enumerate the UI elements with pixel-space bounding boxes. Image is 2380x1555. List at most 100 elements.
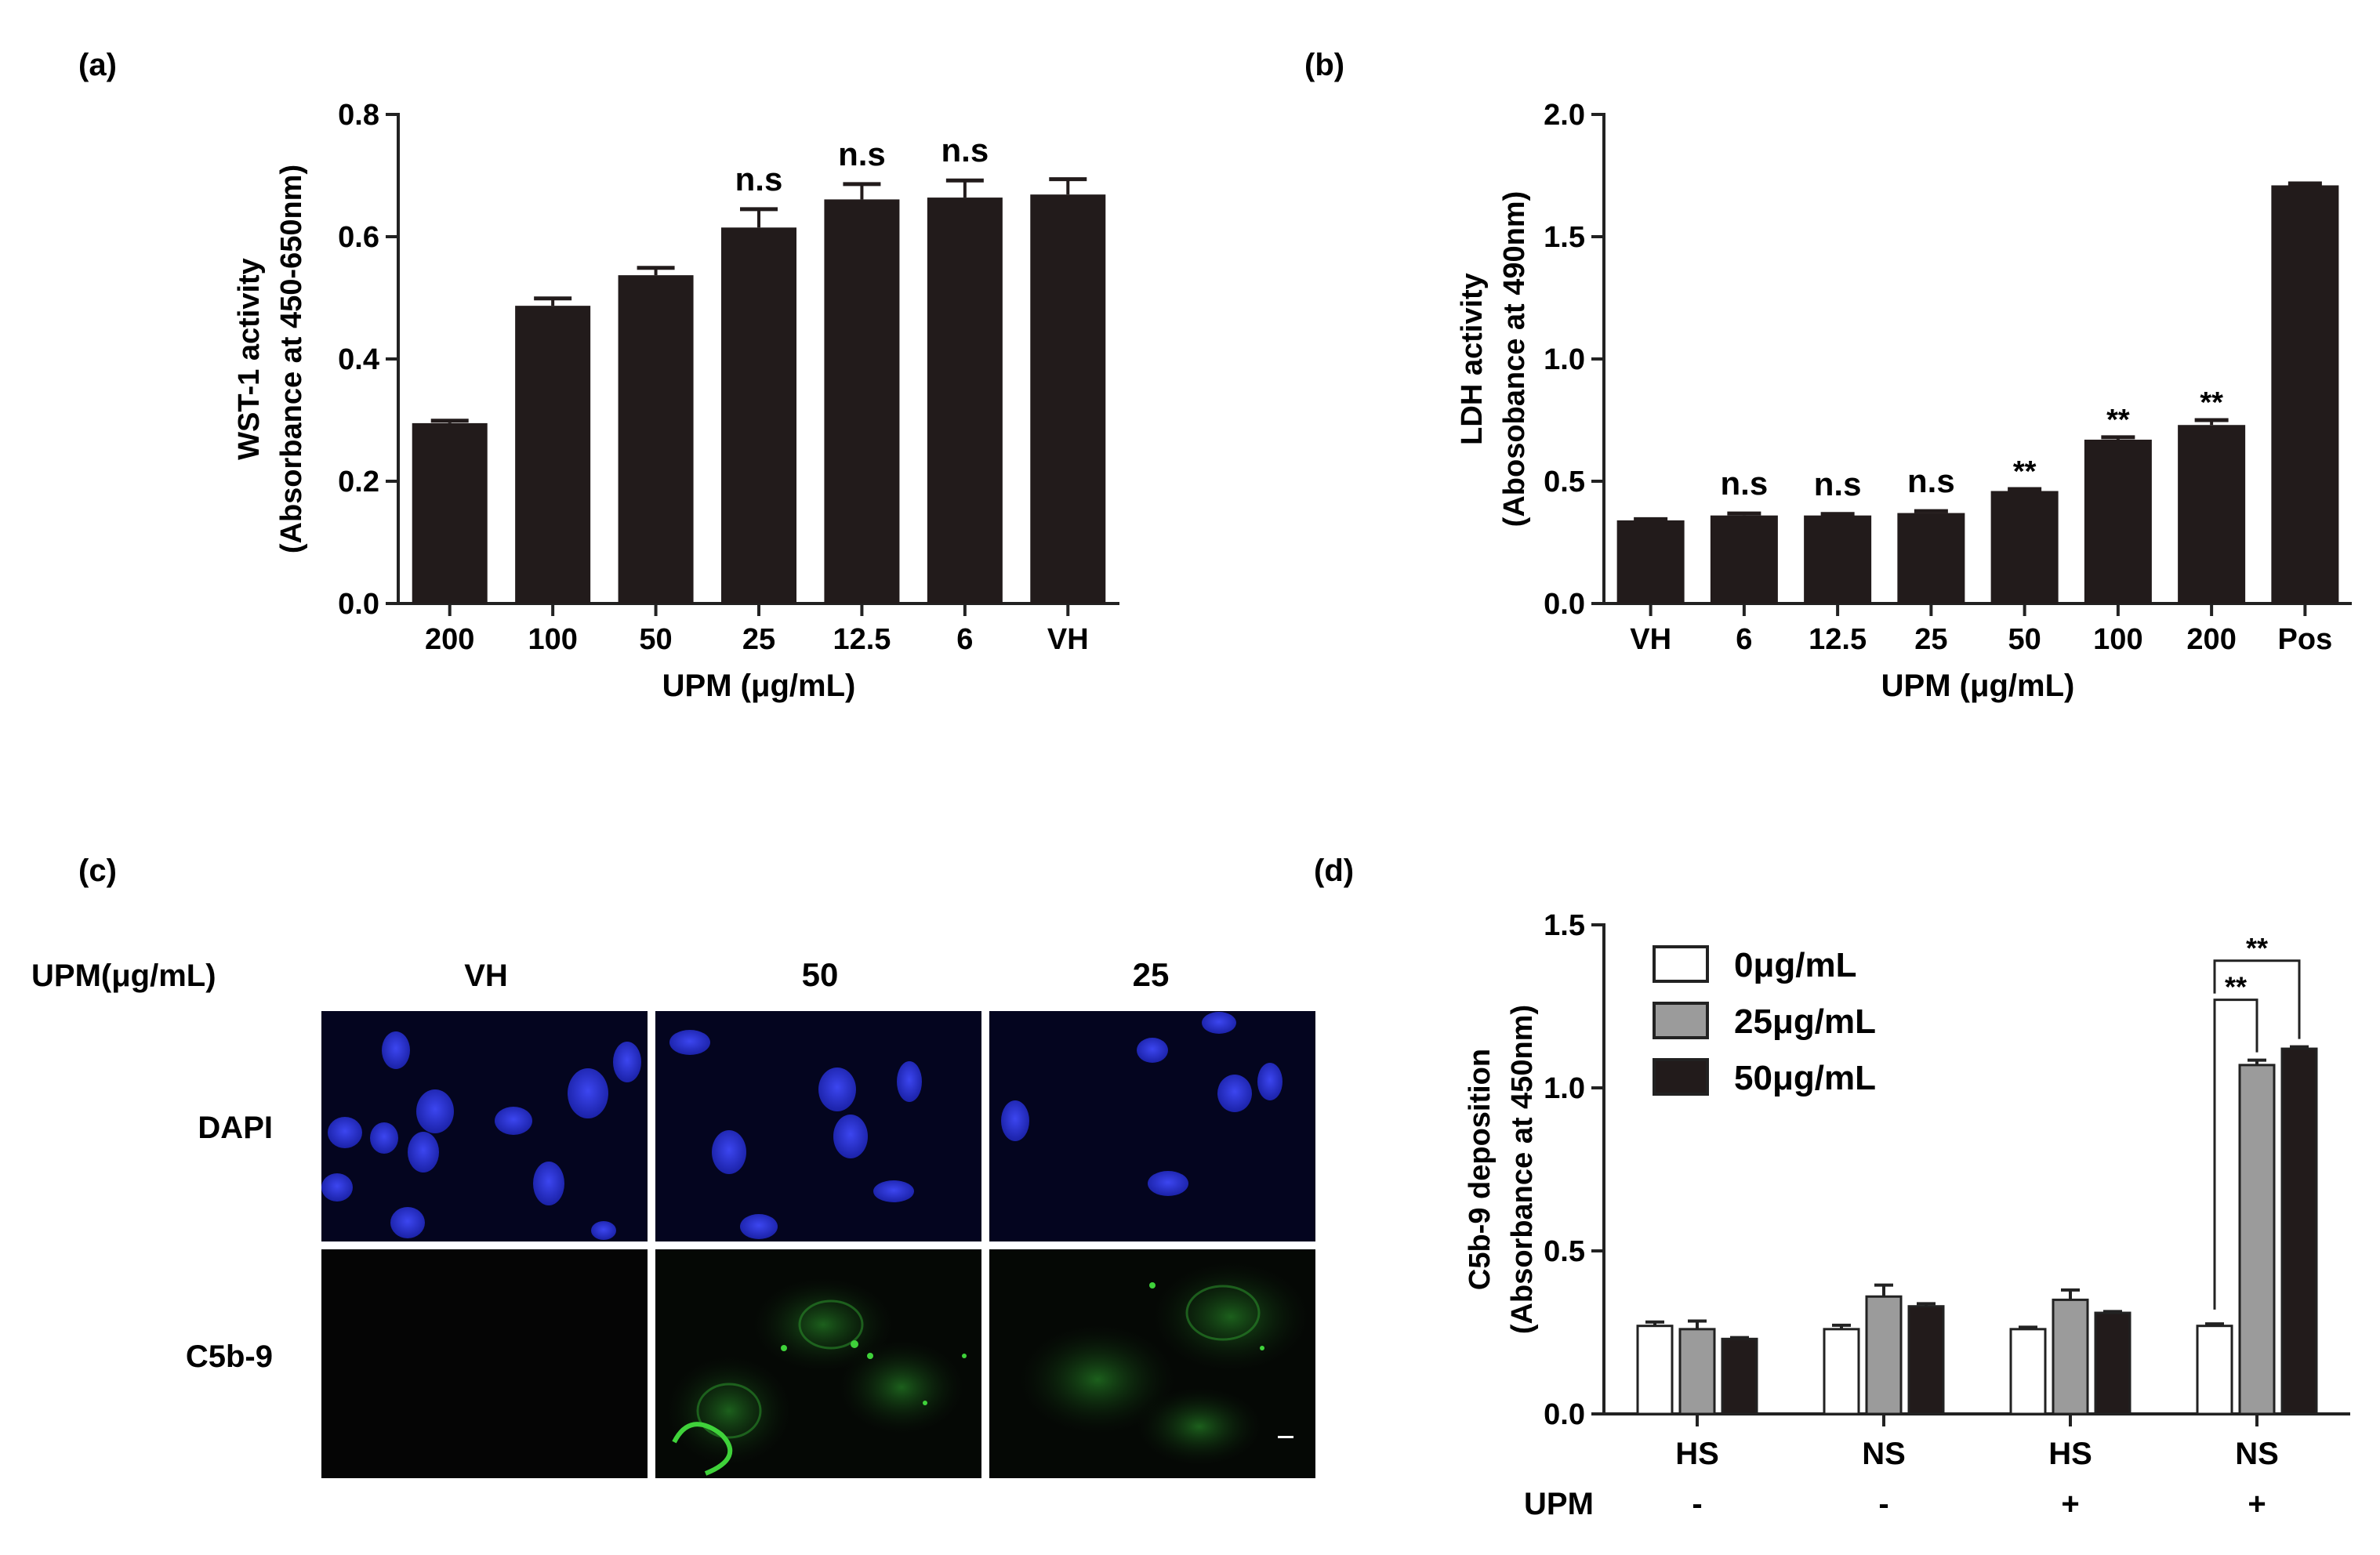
significance-label: ** xyxy=(2225,971,2247,1003)
y-axis-label-line1: LDH activity xyxy=(1456,273,1489,445)
legend-swatch xyxy=(1653,1058,1709,1096)
bar xyxy=(1030,194,1106,604)
bar xyxy=(1865,1295,1903,1415)
y-axis-label-line1: WST-1 activity xyxy=(233,258,266,460)
legend-label: 0μg/mL xyxy=(1734,946,1857,984)
significance-label: n.s xyxy=(735,161,783,198)
y-tick-label: 1.5 xyxy=(1544,221,1585,254)
chart-d-c5b9: 0.0 0.5 1.0 1.5 HS - NS - HS + NS + UPM ** ** 0μg/mL 25μ… xyxy=(1464,909,2350,1521)
bar xyxy=(2271,185,2339,604)
y-axis-label-line2: (Absorbance at 450nm) xyxy=(1506,1005,1539,1334)
significance-label: n.s xyxy=(1721,465,1769,502)
x-tick-label: VH xyxy=(1047,623,1089,656)
significance-label: n.s xyxy=(1907,462,1955,499)
x-tick-label: NS xyxy=(1862,1437,1906,1471)
y-tick-label: 1.0 xyxy=(1544,1072,1585,1105)
y-axis-label-line2: (Absorbance at 450-650nm) xyxy=(275,165,308,553)
legend-label: 25μg/mL xyxy=(1734,1002,1876,1041)
significance-bracket xyxy=(2213,959,2301,1039)
bar xyxy=(412,422,488,604)
bar xyxy=(1721,1337,1758,1415)
y-axis-label-line2: (Abosobance at 490nm) xyxy=(1498,191,1531,527)
x-tick-label: Pos xyxy=(2278,623,2333,656)
significance-label: n.s xyxy=(941,132,989,169)
bar xyxy=(515,306,591,604)
column-header-50: 50 xyxy=(802,956,839,993)
x-tick-label: 25 xyxy=(742,623,775,656)
x-tick-label: HS xyxy=(2048,1437,2092,1471)
y-axis-label-line1: C5b-9 deposition xyxy=(1464,1049,1497,1290)
bar xyxy=(1897,513,1965,604)
x-tick-label: HS xyxy=(1675,1437,1719,1471)
legend-label: 50μg/mL xyxy=(1734,1059,1876,1097)
y-tick-label: 0.5 xyxy=(1544,466,1585,498)
y-tick-label: 0.0 xyxy=(1544,1398,1585,1431)
x-tick-label: 100 xyxy=(2093,623,2142,656)
bar xyxy=(2084,439,2152,604)
image-c5b9-50 xyxy=(655,1249,981,1478)
significance-label: ** xyxy=(2200,386,2223,419)
upm-sign: + xyxy=(2061,1487,2079,1521)
significance-label: ** xyxy=(2246,932,2268,964)
chart-b-ldh: 0.0 0.5 1.0 1.5 2.0 VH 6 n.s 12.5 n.s 25 n.s 50 ** 100… xyxy=(1456,99,2352,703)
bar xyxy=(2094,1311,2131,1415)
bar xyxy=(1990,491,2059,604)
x-tick-label: 25 xyxy=(1914,623,1947,656)
y-tick-label: 1.5 xyxy=(1544,909,1585,942)
y-tick-label: 0.4 xyxy=(338,343,379,376)
bar xyxy=(927,198,1003,604)
significance-label: ** xyxy=(2106,404,2130,437)
bar xyxy=(1823,1328,1860,1415)
upm-row-header: UPM(μg/mL) xyxy=(31,959,216,993)
x-tick-label: VH xyxy=(1630,623,1671,656)
panel-c-microscopy: UPM(μg/mL) VH 50 25 DAPI C5b-9 xyxy=(31,956,1315,1478)
bar xyxy=(2238,1064,2276,1415)
x-tick-label: 50 xyxy=(2008,623,2041,656)
panel-label-d: (d) xyxy=(1314,854,1354,888)
bar xyxy=(824,199,900,604)
bar xyxy=(2196,1325,2233,1415)
bar xyxy=(1710,515,1778,604)
legend-swatch xyxy=(1653,1002,1709,1039)
significance-bracket xyxy=(2213,999,2258,1310)
upm-sign: - xyxy=(1878,1487,1888,1521)
y-tick-label: 0.0 xyxy=(1544,588,1585,621)
bar xyxy=(2009,1328,2047,1415)
x-tick-label: 12.5 xyxy=(1809,623,1867,656)
x-tick-label: 6 xyxy=(956,623,973,656)
column-header-vh: VH xyxy=(464,959,508,993)
panel-label-b: (b) xyxy=(1304,48,1344,82)
panel-label-c: (c) xyxy=(78,854,117,888)
upm-row-label: UPM xyxy=(1524,1487,1594,1521)
upm-sign: - xyxy=(1692,1487,1702,1521)
bar xyxy=(1616,520,1685,604)
x-axis-label: UPM (μg/mL) xyxy=(1881,669,2075,703)
x-tick-label: 6 xyxy=(1736,623,1752,656)
upm-sign: + xyxy=(2248,1487,2266,1521)
scale-bar xyxy=(1278,1436,1293,1438)
panel-label-a: (a) xyxy=(78,48,117,82)
y-tick-label: 0.8 xyxy=(338,99,379,132)
y-tick-label: 1.0 xyxy=(1544,343,1585,376)
y-tick-label: 0.0 xyxy=(338,588,379,621)
bar xyxy=(721,227,796,604)
column-header-25: 25 xyxy=(1133,956,1170,993)
bar xyxy=(1804,515,1872,604)
x-tick-label: 200 xyxy=(425,623,474,656)
bar xyxy=(2178,425,2246,604)
bar xyxy=(2052,1298,2089,1415)
x-tick-label: 12.5 xyxy=(833,623,891,656)
x-tick-label: 50 xyxy=(639,623,672,656)
x-axis-label: UPM (μg/mL) xyxy=(662,669,856,703)
row-label-c5b9: C5b-9 xyxy=(186,1339,273,1374)
image-c5b9-25 xyxy=(989,1249,1315,1478)
bar xyxy=(1678,1328,1716,1415)
legend-swatch xyxy=(1653,945,1709,983)
bar xyxy=(1636,1325,1674,1415)
bar xyxy=(1907,1305,1945,1415)
significance-label: n.s xyxy=(1814,466,1862,502)
significance-label: ** xyxy=(2013,455,2037,488)
x-tick-label: 100 xyxy=(528,623,577,656)
row-label-dapi: DAPI xyxy=(198,1111,273,1145)
